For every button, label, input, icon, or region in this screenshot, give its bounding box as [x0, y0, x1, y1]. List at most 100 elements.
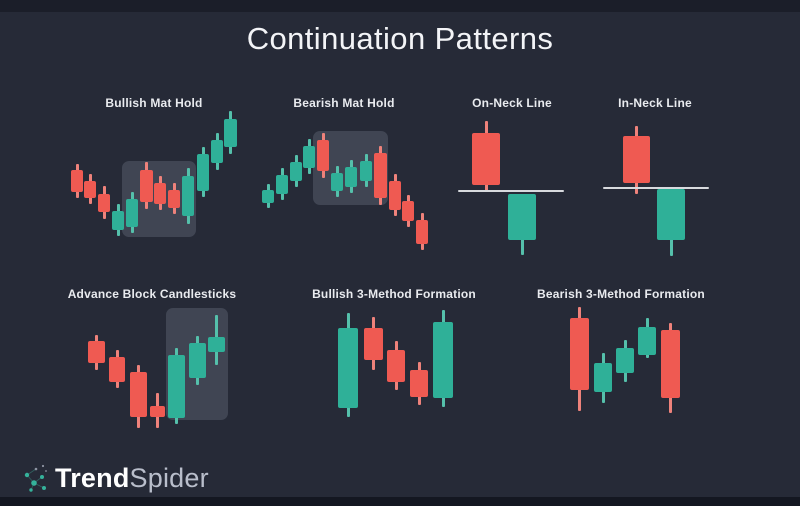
candle-red: [416, 220, 428, 244]
candle-wick: [201, 147, 205, 197]
candle-red: [150, 406, 165, 417]
candle-wick: [75, 164, 79, 198]
candle-red: [154, 183, 166, 204]
candle-green: [616, 348, 634, 373]
neck-line: [603, 187, 709, 189]
candle-wick: [175, 348, 178, 424]
candle-wick: [280, 168, 284, 200]
candle-red: [570, 318, 589, 390]
candle-green: [657, 189, 685, 240]
candle-wick: [116, 204, 120, 236]
candle-wick: [229, 111, 232, 154]
neck-line: [458, 190, 564, 192]
candle-wick: [393, 174, 397, 216]
candle-wick: [137, 365, 140, 428]
pattern-label: Bearish Mat Hold: [293, 96, 395, 110]
pattern-label: In-Neck Line: [618, 96, 692, 110]
candle-green: [182, 176, 194, 216]
candle-wick: [484, 121, 488, 192]
candle-green: [276, 175, 288, 194]
logo-word-trend: Trend: [55, 463, 130, 493]
top-edge-strip: [0, 0, 800, 12]
logo-word-spider: Spider: [129, 463, 209, 493]
pattern-highlight-box: [313, 131, 388, 205]
candle-green: [508, 194, 536, 240]
candle-green: [211, 140, 223, 163]
candle-red: [374, 153, 387, 198]
candle-wick: [115, 350, 119, 388]
pattern-label: Bullish Mat Hold: [105, 96, 203, 110]
candle-wick: [156, 393, 159, 428]
bottom-edge-strip: [0, 497, 800, 506]
candle-wick: [372, 317, 375, 370]
candle-wick: [578, 307, 581, 411]
candle-wick: [88, 174, 92, 204]
candle-wick: [601, 353, 605, 403]
candle-red: [389, 181, 401, 210]
trendspider-logo: TrendSpider: [22, 461, 209, 495]
candle-green: [112, 211, 124, 230]
candle-wick: [196, 336, 199, 385]
trendspider-wordmark: TrendSpider: [55, 461, 209, 495]
candle-red: [98, 194, 110, 212]
candle-wick: [321, 133, 325, 178]
candle-wick: [307, 139, 311, 174]
candle-red: [88, 341, 105, 363]
pattern-highlight-box: [166, 308, 228, 420]
candle-green: [224, 119, 237, 147]
candle-red: [410, 370, 428, 397]
candle-green: [189, 343, 206, 378]
candle-green: [168, 355, 185, 418]
candle-green: [638, 327, 656, 355]
candle-wick: [420, 213, 424, 250]
candle-green: [262, 190, 274, 203]
candle-wick: [441, 310, 445, 407]
candle-red: [472, 133, 500, 185]
candle-wick: [394, 341, 398, 390]
candle-red: [109, 357, 125, 382]
candle-wick: [349, 160, 353, 193]
candle-green: [126, 199, 138, 227]
candle-red: [140, 170, 153, 202]
candle-wick: [172, 183, 176, 214]
candle-wick: [379, 146, 382, 205]
candle-wick: [95, 335, 98, 370]
candle-red: [317, 140, 329, 171]
candle-green: [303, 146, 315, 168]
candle-wick: [520, 194, 524, 255]
candle-wick: [364, 154, 368, 187]
candle-red: [387, 350, 405, 382]
candle-wick: [623, 340, 627, 382]
candle-wick: [417, 362, 421, 405]
candle-red: [168, 190, 180, 208]
candle-wick: [645, 318, 649, 358]
candle-green: [360, 161, 372, 181]
candle-red: [130, 372, 147, 417]
candle-red: [84, 181, 96, 198]
candle-wick: [635, 126, 638, 194]
candle-wick: [346, 313, 350, 417]
candle-wick: [215, 315, 218, 365]
candle-green: [197, 154, 209, 191]
candle-green: [594, 363, 612, 392]
candle-wick: [215, 133, 219, 170]
candle-red: [364, 328, 383, 360]
candle-green: [208, 337, 225, 352]
page-title: Continuation Patterns: [246, 21, 554, 56]
candle-wick: [130, 192, 134, 233]
pattern-label: Bearish 3-Method Formation: [537, 287, 705, 301]
pattern-label: Advance Block Candlesticks: [67, 287, 237, 301]
candle-green: [433, 322, 453, 398]
candle-wick: [158, 176, 162, 210]
candle-green: [331, 173, 343, 191]
candle-wick: [102, 186, 106, 219]
candle-green: [290, 162, 302, 181]
candle-wick: [266, 184, 270, 208]
candle-wick: [145, 162, 148, 209]
